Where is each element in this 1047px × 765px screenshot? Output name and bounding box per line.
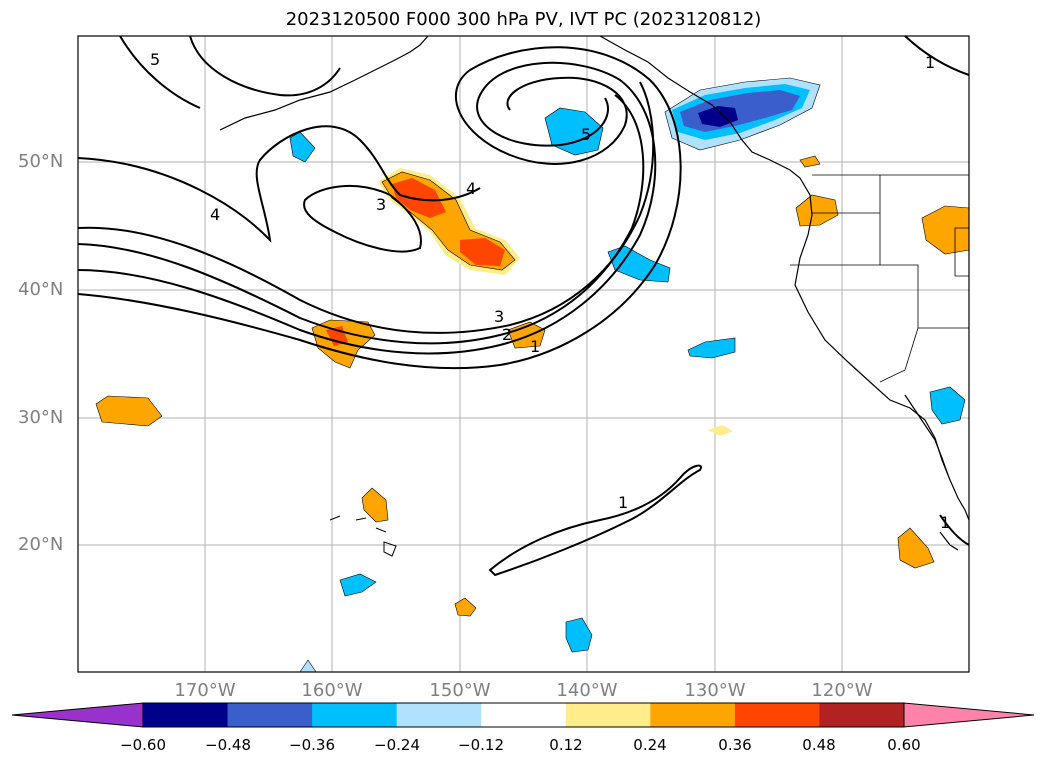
colorbar-segment xyxy=(565,703,651,727)
colorbar-tick-label: −0.12 xyxy=(458,736,504,754)
colorbar-tick-label: 0.12 xyxy=(549,736,583,754)
contour-1 xyxy=(77,81,655,334)
ivt-region-tiny xyxy=(708,425,733,436)
ivt-region-coast-small xyxy=(799,155,821,168)
colorbar-segment xyxy=(481,703,567,727)
island-hawaii xyxy=(383,541,397,557)
ivt-region-storm-strong-b xyxy=(460,238,505,266)
lat-label-20n: 20°N xyxy=(18,534,64,555)
island-kauai xyxy=(329,515,341,521)
colorbar-tick-label: −0.24 xyxy=(374,736,420,754)
colorbar-tick-label: −0.60 xyxy=(120,736,166,754)
ivt-region-gulf-alaska-max xyxy=(698,106,738,127)
contour-label: 5 xyxy=(581,125,591,144)
contour-5b xyxy=(189,35,341,97)
colorbar-segment xyxy=(734,703,820,727)
border-nevada xyxy=(880,264,969,329)
lat-label-40n: 40°N xyxy=(18,279,64,300)
political-boundaries xyxy=(790,174,970,383)
contour-1-subtropics xyxy=(488,464,702,577)
ivt-positive-regions xyxy=(95,155,970,617)
colorbar-tick-label: 0.48 xyxy=(802,736,836,754)
contour-4-outer xyxy=(77,46,682,370)
ivt-region-north-pacific xyxy=(544,107,604,156)
ivt-region-mid-small xyxy=(507,321,546,349)
colorbar-tick-label: −0.48 xyxy=(205,736,251,754)
colorbar-segments xyxy=(143,703,905,727)
plot-area xyxy=(78,36,969,672)
border-california-arizona xyxy=(879,327,919,383)
colorbar-segment xyxy=(227,703,313,727)
lat-label-30n: 30°N xyxy=(18,407,64,428)
ivt-region-south xyxy=(565,617,593,653)
contour-3-west xyxy=(303,184,422,253)
contour-label: 4 xyxy=(466,179,476,198)
lon-label-140w: 140°W xyxy=(556,680,618,701)
ivt-region-oregon-coast xyxy=(795,194,839,227)
coastlines xyxy=(219,35,970,551)
lon-label-120w: 120°W xyxy=(811,680,873,701)
contour-label: 1 xyxy=(530,337,540,356)
colorbar-arrow-right xyxy=(903,702,1035,728)
contour-5-northwest xyxy=(119,35,201,109)
colorbar-segment xyxy=(312,703,398,727)
ivt-region-hawaii-north xyxy=(361,487,389,523)
contour-label: 2 xyxy=(502,325,512,344)
colorbar-segment xyxy=(819,703,905,727)
ivt-region-storm-strong-a xyxy=(392,178,446,218)
contour-1-northeast xyxy=(904,35,970,76)
contour-label: 1 xyxy=(940,513,950,532)
colorbar-tick-label: 0.60 xyxy=(887,736,921,754)
lon-label-130w: 130°W xyxy=(684,680,746,701)
lat-label-50n: 50°N xyxy=(18,151,64,172)
ivt-region-hawaii xyxy=(339,573,377,597)
ivt-negative-regions xyxy=(289,77,966,673)
contour-3 xyxy=(77,61,657,355)
island-maui xyxy=(375,527,387,533)
island-oahu xyxy=(355,517,367,521)
colorbar-arrow-left xyxy=(11,702,144,728)
contour-4-west xyxy=(77,125,481,243)
colorbar-tick-label: −0.36 xyxy=(289,736,335,754)
contour-label: 3 xyxy=(494,307,504,326)
pv-contours xyxy=(77,35,970,577)
lon-label-170w: 170°W xyxy=(174,680,236,701)
contour-2 xyxy=(77,94,645,345)
colorbar-segment xyxy=(650,703,736,727)
colorbar xyxy=(11,702,1035,728)
ivt-region-baja xyxy=(929,386,966,425)
ivt-region-mexico xyxy=(897,527,935,569)
coastline-aleutians xyxy=(219,35,429,131)
coastline-baja xyxy=(904,394,949,476)
colorbar-frame xyxy=(142,702,905,728)
contour-label: 3 xyxy=(376,195,386,214)
ivt-region-subtropics xyxy=(687,337,736,359)
islands xyxy=(329,515,397,557)
ivt-region-small-south xyxy=(454,597,477,617)
ivt-region-central xyxy=(607,245,671,283)
colorbar-segment xyxy=(396,703,482,727)
ivt-region-far-west xyxy=(95,395,163,427)
contour-label: 4 xyxy=(210,205,220,224)
plot-frame xyxy=(77,35,970,673)
contour-label: 1 xyxy=(618,493,628,512)
contour-label-group: 5 5 4 4 3 3 2 1 1 1 1 xyxy=(150,50,950,532)
lon-label-160w: 160°W xyxy=(301,680,363,701)
contour-label: 1 xyxy=(925,53,935,72)
colorbar-tick-label: 0.24 xyxy=(633,736,667,754)
contour-1-southeast xyxy=(939,514,970,546)
colorbar-segment xyxy=(143,703,229,727)
map-title: 2023120500 F000 300 hPa PV, IVT PC (2023… xyxy=(285,9,762,30)
coastline-mexico xyxy=(939,531,959,551)
lon-label-150w: 150°W xyxy=(429,680,491,701)
colorbar-tick-label: 0.36 xyxy=(718,736,752,754)
contour-label: 5 xyxy=(150,50,160,69)
